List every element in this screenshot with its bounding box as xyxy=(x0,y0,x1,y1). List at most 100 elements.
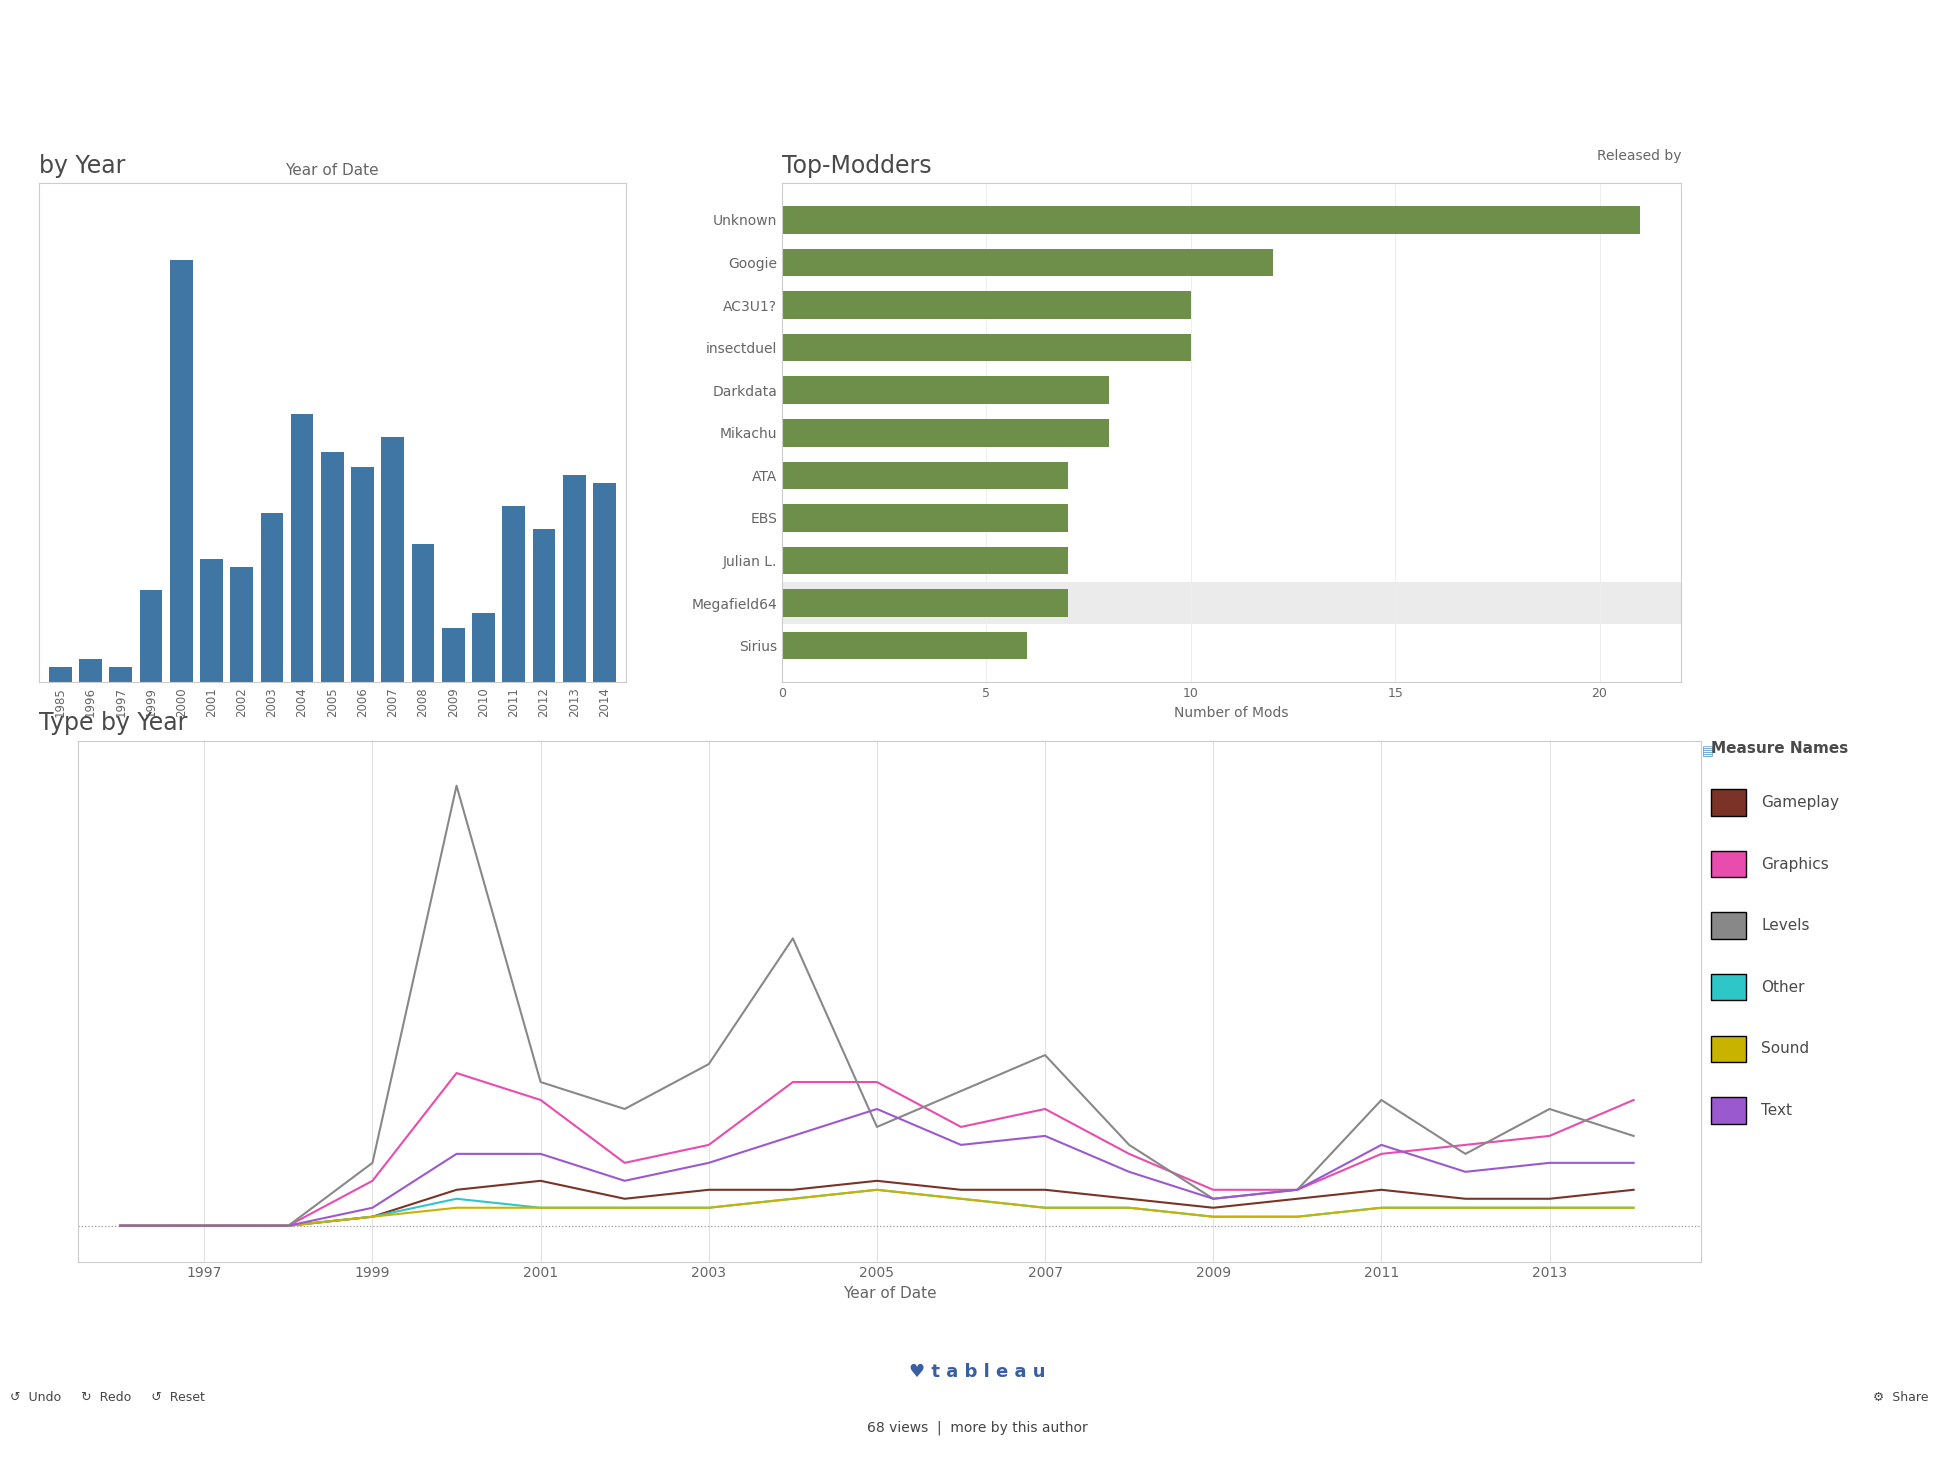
Graphics xyxy=(1202,1181,1226,1199)
Text: Other: Other xyxy=(1761,980,1804,995)
Graphics xyxy=(1370,1146,1394,1163)
Bar xyxy=(592,483,616,682)
Sound xyxy=(698,1199,721,1216)
Other xyxy=(1370,1199,1394,1216)
Gameplay xyxy=(1539,1190,1562,1207)
Text: (2.01e+03, 7): (2.01e+03, 7) xyxy=(1118,1163,1142,1181)
Levels xyxy=(1034,1046,1058,1064)
Levels xyxy=(1286,1181,1310,1199)
Bar xyxy=(170,260,192,682)
Text: (2e+03, 9): (2e+03, 9) xyxy=(446,1146,469,1163)
Text: (2.01e+03, 7): (2.01e+03, 7) xyxy=(1455,1163,1478,1181)
Line: Text: Text xyxy=(121,1109,1634,1226)
Gameplay xyxy=(1623,1181,1646,1199)
Text: (2e+03, 8): (2e+03, 8) xyxy=(698,1155,721,1172)
Gameplay xyxy=(698,1181,721,1199)
Graphics xyxy=(1539,1127,1562,1144)
Sound xyxy=(1623,1199,1646,1216)
Bar xyxy=(782,248,1273,276)
Levels xyxy=(1118,1135,1142,1153)
Title: Year of Date: Year of Date xyxy=(285,163,379,178)
Line: Sound: Sound xyxy=(121,1190,1634,1226)
Levels xyxy=(698,1055,721,1072)
Levels xyxy=(1370,1091,1394,1109)
Levels xyxy=(614,1100,637,1118)
Sound xyxy=(1286,1207,1310,1225)
Other xyxy=(950,1190,974,1207)
Sound xyxy=(1118,1199,1142,1216)
Text: (2e+03, 1): (2e+03, 1) xyxy=(278,1218,301,1235)
Text: (2.01e+03, 4): (2.01e+03, 4) xyxy=(1202,1190,1226,1207)
Bar xyxy=(291,414,313,682)
Levels xyxy=(1623,1127,1646,1144)
Bar xyxy=(442,628,465,682)
Gameplay xyxy=(362,1207,385,1225)
Text: (2.01e+03, 11): (2.01e+03, 11) xyxy=(1034,1127,1058,1144)
Graphics xyxy=(1286,1181,1310,1199)
Text: Measure Names: Measure Names xyxy=(1711,741,1847,756)
Other xyxy=(614,1199,637,1216)
Graphics xyxy=(194,1218,217,1235)
Other xyxy=(866,1181,890,1199)
Levels xyxy=(1539,1100,1562,1118)
Sound xyxy=(1034,1199,1058,1216)
Bar xyxy=(321,452,344,682)
Bar xyxy=(381,437,405,682)
Text: (2.01e+03, 10): (2.01e+03, 10) xyxy=(1370,1135,1394,1153)
Sound xyxy=(278,1218,301,1235)
Text: (2.01e+03, 8): (2.01e+03, 8) xyxy=(1623,1155,1646,1172)
Bar xyxy=(782,547,1067,575)
Bar xyxy=(260,513,283,682)
Graphics xyxy=(698,1135,721,1153)
Bar xyxy=(199,559,223,682)
Sound xyxy=(782,1190,805,1207)
Text: Levels: Levels xyxy=(1761,918,1810,933)
Sound xyxy=(362,1207,385,1225)
Graphics xyxy=(1623,1091,1646,1109)
Sound xyxy=(1539,1199,1562,1216)
Levels xyxy=(1455,1146,1478,1163)
Gameplay xyxy=(530,1172,553,1190)
Line: Graphics: Graphics xyxy=(121,1072,1634,1226)
Other xyxy=(782,1190,805,1207)
Sound xyxy=(109,1218,133,1235)
Graphics xyxy=(950,1118,974,1135)
Bar xyxy=(49,667,72,682)
X-axis label: Number of Mods: Number of Mods xyxy=(1175,706,1288,720)
Text: (2e+03, 1): (2e+03, 1) xyxy=(109,1218,133,1235)
Bar xyxy=(782,377,1108,403)
Levels xyxy=(866,1118,890,1135)
Gameplay xyxy=(278,1218,301,1235)
Bar xyxy=(782,590,1067,618)
Other xyxy=(446,1190,469,1207)
Gameplay xyxy=(1118,1190,1142,1207)
Graphics xyxy=(1034,1100,1058,1118)
Graphics xyxy=(530,1091,553,1109)
Levels xyxy=(950,1083,974,1100)
Bar xyxy=(352,468,373,682)
Text: Sound: Sound xyxy=(1761,1042,1810,1056)
Bar xyxy=(78,659,102,682)
Levels xyxy=(278,1218,301,1235)
Gameplay xyxy=(109,1218,133,1235)
Text: Text: Text xyxy=(1761,1103,1793,1118)
Text: Released by: Released by xyxy=(1597,150,1681,163)
Sound xyxy=(1455,1199,1478,1216)
Text: (2e+03, 3): (2e+03, 3) xyxy=(362,1199,385,1216)
Sound xyxy=(530,1199,553,1216)
Bar xyxy=(782,632,1026,660)
Gameplay xyxy=(194,1218,217,1235)
Graphics xyxy=(866,1074,890,1091)
Text: Graphics: Graphics xyxy=(1761,857,1830,871)
Sound xyxy=(1370,1199,1394,1216)
Gameplay xyxy=(782,1181,805,1199)
Bar xyxy=(782,582,1681,625)
Graphics xyxy=(109,1218,133,1235)
Gameplay xyxy=(1034,1181,1058,1199)
Bar xyxy=(532,528,555,682)
Line: Gameplay: Gameplay xyxy=(121,1181,1634,1226)
Bar xyxy=(782,290,1191,318)
Graphics xyxy=(362,1172,385,1190)
Text: (2e+03, 14): (2e+03, 14) xyxy=(866,1100,890,1118)
Text: 68 views  |  more by this author: 68 views | more by this author xyxy=(868,1420,1087,1435)
